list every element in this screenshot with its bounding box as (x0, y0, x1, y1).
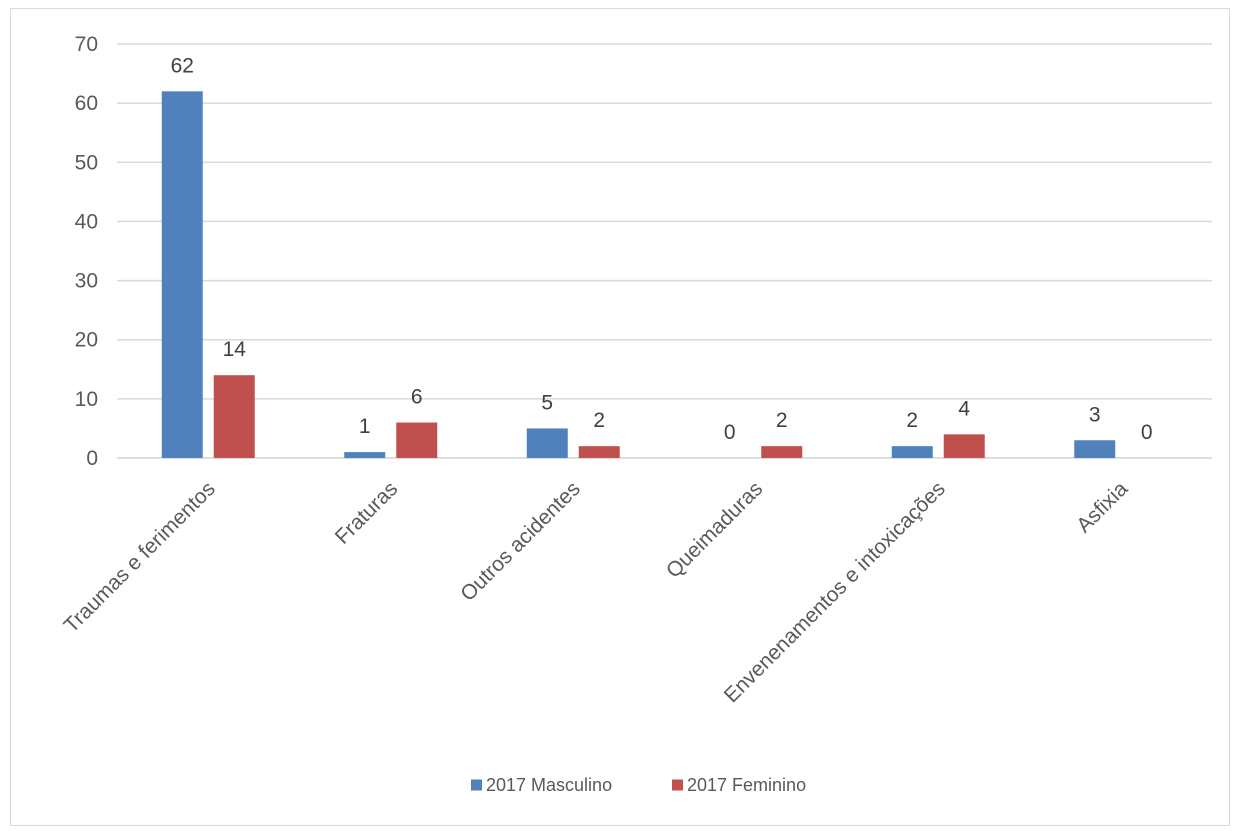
gridlines (117, 43, 1212, 459)
data-label: 6 (411, 386, 423, 409)
bar-feminino (578, 446, 620, 458)
bar-masculino (1074, 440, 1116, 458)
x-category-label: Asfixia (1072, 477, 1132, 537)
data-label: 14 (223, 338, 247, 361)
bar-feminino (761, 446, 803, 458)
legend-label: 2017 Feminino (687, 775, 806, 795)
x-category-label: Traumas e ferimentos (60, 477, 220, 637)
data-label: 62 (171, 54, 194, 77)
x-category-label: Envenenamentos e intoxicações (720, 477, 950, 707)
legend-swatch (471, 779, 482, 791)
data-label: 2 (776, 409, 788, 432)
data-labels: 62 14 1 6 5 2 0 2 2 4 3 0 (171, 54, 1153, 444)
x-category-label: Queimaduras (662, 477, 767, 582)
bar-masculino (526, 428, 568, 458)
bar-masculino (891, 446, 933, 458)
data-label: 3 (1089, 403, 1101, 426)
chart-frame (10, 8, 1230, 826)
legend-swatch (672, 779, 683, 791)
data-label: 1 (359, 415, 371, 438)
x-axis-categories: Traumas e ferimentos Fraturas Outros acide… (60, 477, 1133, 707)
y-tick-label: 70 (75, 33, 98, 56)
y-tick-label: 10 (75, 388, 98, 411)
bar-feminino (396, 422, 438, 458)
data-label: 0 (724, 421, 736, 444)
bar-feminino (213, 375, 255, 458)
legend-label: 2017 Masculino (486, 775, 612, 795)
y-tick-label: 0 (86, 447, 98, 470)
y-tick-label: 30 (75, 270, 98, 293)
y-tick-label: 60 (75, 92, 98, 115)
data-label: 0 (1141, 421, 1153, 444)
x-category-label: Fraturas (331, 477, 403, 549)
data-label: 5 (541, 391, 553, 414)
data-label: 4 (958, 397, 970, 420)
bar-masculino (344, 452, 386, 458)
data-label: 2 (593, 409, 605, 432)
x-category-label: Outros acidentes (456, 477, 585, 606)
y-tick-label: 50 (75, 151, 98, 174)
y-tick-label: 40 (75, 210, 98, 233)
data-label: 2 (906, 409, 918, 432)
y-axis-ticks: 0 10 20 30 40 50 60 70 (75, 33, 98, 470)
bars (161, 91, 1116, 459)
bar-masculino (161, 91, 203, 459)
y-tick-label: 20 (75, 329, 98, 352)
bar-feminino (943, 434, 985, 458)
legend: 2017 Masculino 2017 Feminino (471, 775, 806, 795)
